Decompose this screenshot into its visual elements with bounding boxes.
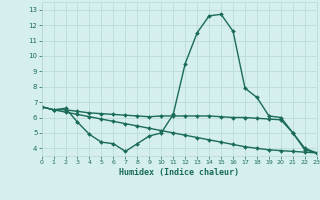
X-axis label: Humidex (Indice chaleur): Humidex (Indice chaleur) xyxy=(119,168,239,177)
